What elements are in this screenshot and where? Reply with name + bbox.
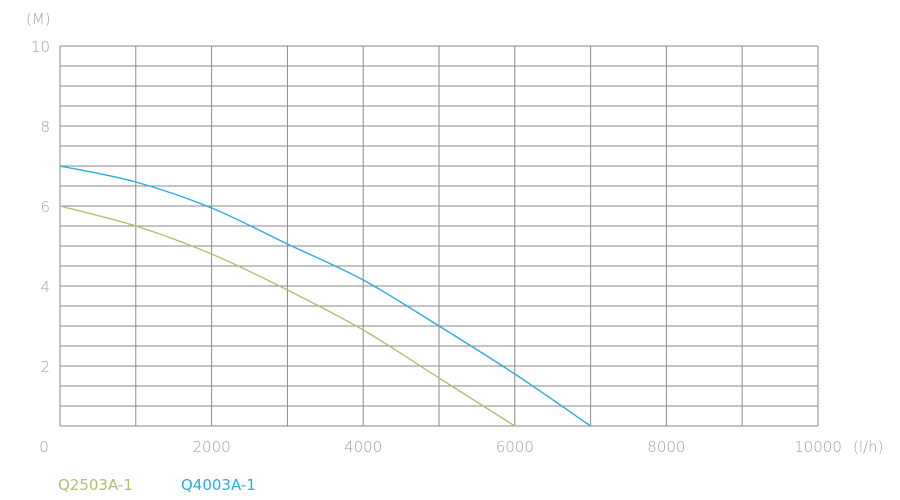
y-axis-label: (M): [26, 10, 51, 28]
x-tick-label: 2000: [193, 438, 231, 456]
x-tick-label: 4000: [344, 438, 382, 456]
legend: Q2503A-1 Q4003A-1: [58, 476, 256, 494]
tick-labels: 0 2000 4000 6000 8000 10000 2 4 6 8 10: [31, 38, 842, 456]
grid: [59, 45, 819, 427]
series-line-q4003a-1: [59, 165, 591, 427]
y-tick-label: 6: [40, 198, 50, 216]
y-tick-label: 10: [31, 38, 50, 56]
curves: [59, 165, 591, 427]
legend-item: Q2503A-1: [58, 476, 133, 494]
x-tick-label: 0: [39, 438, 49, 456]
y-tick-label: 2: [40, 358, 50, 376]
legend-item: Q4003A-1: [181, 476, 256, 494]
x-axis-label: (l/h): [853, 438, 883, 456]
y-tick-label: 8: [40, 118, 50, 136]
series-line-q2503a-1: [59, 205, 516, 427]
y-tick-label: 4: [40, 278, 50, 296]
x-tick-label: 10000: [794, 438, 842, 456]
x-tick-label: 6000: [496, 438, 534, 456]
x-tick-label: 8000: [647, 438, 685, 456]
